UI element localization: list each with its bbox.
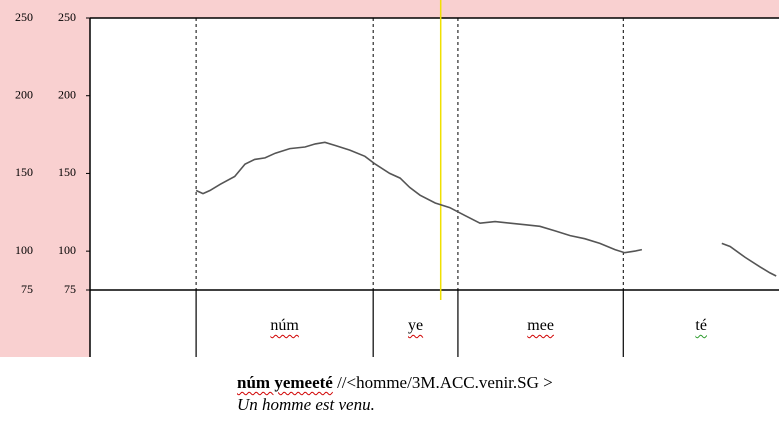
y-tick-label: 250 [15, 10, 33, 24]
tier-label: ye [407, 317, 424, 334]
caption-translation: Un homme est venu. [237, 395, 375, 414]
y-tick-label: 100 [15, 243, 33, 257]
tier-label: núm [270, 317, 299, 334]
plot-area [90, 18, 779, 357]
y-tick-label: 200 [15, 87, 33, 101]
tier-label: mee [527, 317, 554, 334]
caption-gloss: //<homme/3M.ACC.venir.SG > [337, 373, 553, 392]
y-tick-label: 150 [58, 165, 76, 179]
caption: núm yemeeté //<homme/3M.ACC.venir.SG > U… [237, 372, 553, 416]
y-tick-label: 100 [58, 243, 76, 257]
y-tick-label: 200 [58, 87, 76, 101]
y-tick-label: 250 [58, 10, 76, 24]
y-tick-label: 150 [15, 165, 33, 179]
y-tick-label: 75 [21, 282, 33, 296]
tier-label: té [695, 317, 707, 334]
pitch-contour [195, 141, 777, 277]
caption-line: núm yemeeté //<homme/3M.ACC.venir.SG > [237, 372, 553, 394]
y-tick-label: 75 [64, 282, 76, 296]
caption-words: núm yemeeté [237, 373, 333, 392]
